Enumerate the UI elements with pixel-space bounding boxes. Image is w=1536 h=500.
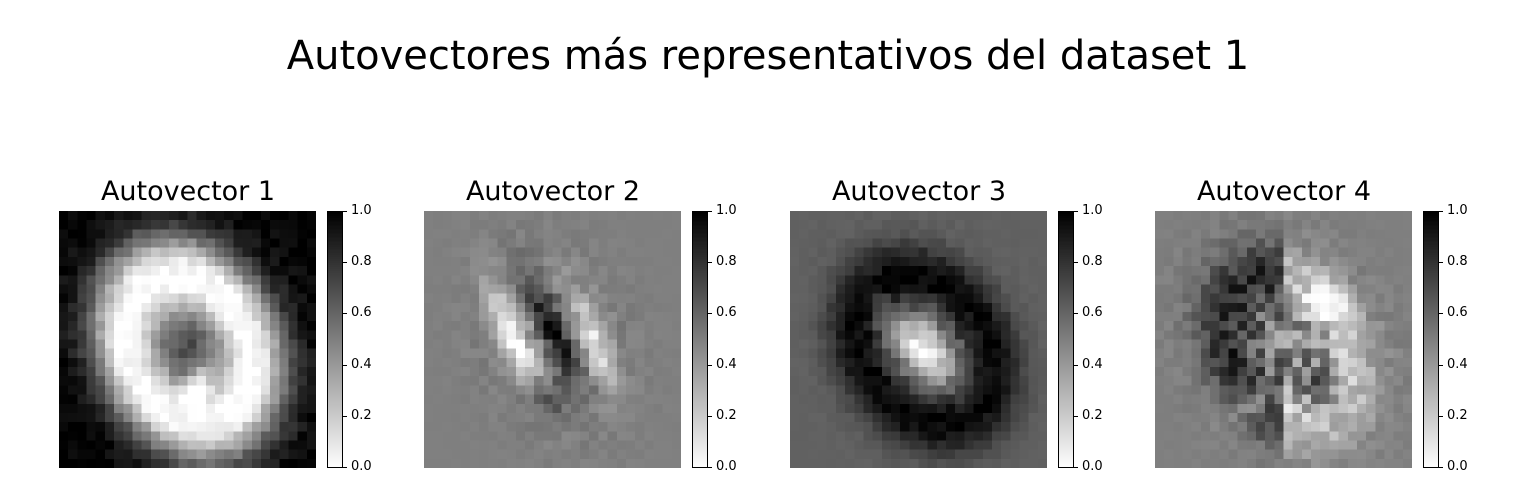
colorbar-tick	[708, 467, 712, 468]
colorbar-tick-label: 0.0	[716, 459, 737, 474]
colorbar-tick-label: 0.2	[351, 408, 372, 423]
colorbar-tick	[1439, 365, 1443, 366]
colorbar-tick-label: 0.4	[716, 357, 737, 372]
colorbar-tick	[708, 313, 712, 314]
panel-title-1: Autovector 1	[100, 176, 276, 207]
colorbar-tick	[343, 211, 347, 212]
colorbar-1	[327, 211, 343, 468]
colorbar-tick-label: 0.0	[1447, 459, 1468, 474]
colorbar-tick	[343, 313, 347, 314]
panel-title-2: Autovector 2	[465, 176, 641, 207]
colorbar-tick	[1074, 365, 1078, 366]
heatmap-3	[790, 211, 1047, 468]
colorbar-3	[1058, 211, 1074, 468]
colorbar-tick-label: 0.6	[1447, 305, 1468, 320]
colorbar-tick	[1074, 313, 1078, 314]
colorbar-tick	[343, 467, 347, 468]
colorbar-tick-label: 0.8	[716, 254, 737, 269]
colorbar-2	[692, 211, 708, 468]
colorbar-tick	[343, 365, 347, 366]
panel-title-4: Autovector 4	[1196, 176, 1372, 207]
colorbar-4	[1423, 211, 1439, 468]
colorbar-tick-label: 0.8	[1082, 254, 1103, 269]
colorbar-tick-label: 0.2	[1082, 408, 1103, 423]
heatmap-1	[59, 211, 316, 468]
colorbar-tick-label: 0.2	[1447, 408, 1468, 423]
colorbar-tick	[343, 262, 347, 263]
colorbar-tick-label: 0.0	[1082, 459, 1103, 474]
colorbar-tick	[1074, 416, 1078, 417]
colorbar-tick-label: 0.8	[351, 254, 372, 269]
colorbar-tick	[1439, 262, 1443, 263]
colorbar-tick-label: 0.4	[1082, 357, 1103, 372]
colorbar-tick	[1074, 467, 1078, 468]
colorbar-tick	[1074, 262, 1078, 263]
colorbar-frame-2	[692, 211, 708, 468]
colorbar-tick	[1074, 211, 1078, 212]
colorbar-tick-label: 1.0	[1447, 203, 1468, 218]
colorbar-tick-label: 0.2	[716, 408, 737, 423]
colorbar-tick	[708, 211, 712, 212]
colorbar-tick	[343, 416, 347, 417]
colorbar-tick	[708, 416, 712, 417]
colorbar-tick-label: 0.4	[351, 357, 372, 372]
colorbar-frame-1	[327, 211, 343, 468]
colorbar-frame-3	[1058, 211, 1074, 468]
colorbar-tick	[1439, 467, 1443, 468]
colorbar-tick-label: 0.4	[1447, 357, 1468, 372]
colorbar-tick	[1439, 313, 1443, 314]
heatmap-4	[1155, 211, 1412, 468]
figure-title: Autovectores más representativos del dat…	[286, 33, 1250, 79]
colorbar-tick	[708, 365, 712, 366]
colorbar-tick-label: 0.6	[351, 305, 372, 320]
panel-title-3: Autovector 3	[831, 176, 1007, 207]
heatmap-2	[424, 211, 681, 468]
colorbar-tick-label: 0.0	[351, 459, 372, 474]
colorbar-tick-label: 0.8	[1447, 254, 1468, 269]
colorbar-tick	[1439, 211, 1443, 212]
colorbar-tick-label: 0.6	[1082, 305, 1103, 320]
colorbar-tick-label: 0.6	[716, 305, 737, 320]
colorbar-tick	[708, 262, 712, 263]
colorbar-tick-label: 1.0	[716, 203, 737, 218]
colorbar-tick	[1439, 416, 1443, 417]
colorbar-tick-label: 1.0	[1082, 203, 1103, 218]
colorbar-frame-4	[1423, 211, 1439, 468]
colorbar-tick-label: 1.0	[351, 203, 372, 218]
